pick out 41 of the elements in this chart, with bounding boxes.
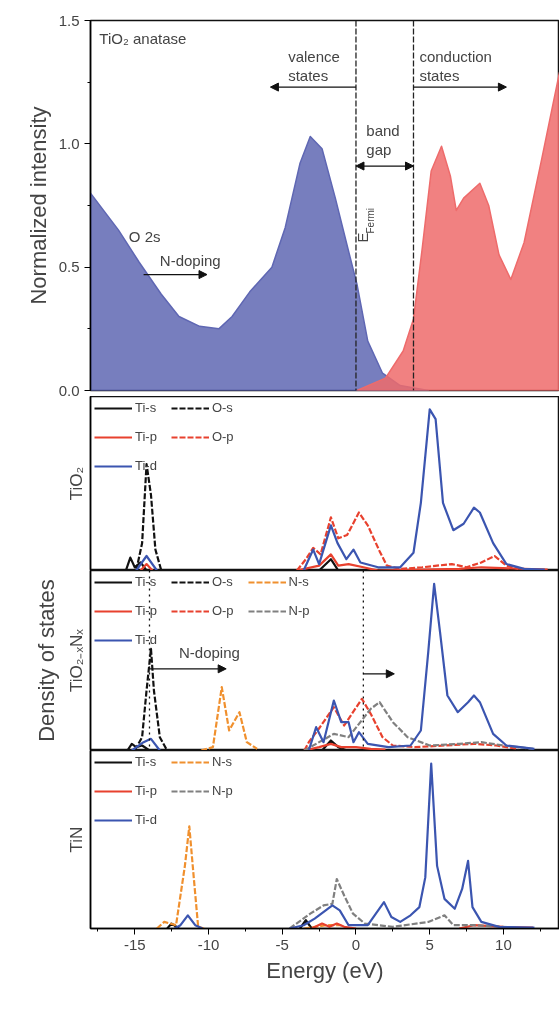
- annotation: band gap: [366, 121, 400, 159]
- legend-label: O-s: [211, 400, 233, 415]
- annotation: valence states: [288, 47, 340, 85]
- legend-label: O-s: [211, 574, 233, 589]
- annotation: N-doping: [178, 643, 240, 661]
- legend-label: Ti-d: [135, 458, 157, 473]
- legend-label: O-p: [211, 429, 234, 444]
- legend-label: Ti-p: [135, 429, 157, 444]
- annotation: EFermi: [354, 207, 377, 243]
- text: Density of states: [33, 579, 59, 742]
- x-tick-label: 5: [425, 935, 434, 953]
- annotation: N-doping: [159, 252, 221, 270]
- y-axis-title: TiO₂: [66, 466, 86, 501]
- x-tick-label: 10: [495, 935, 512, 953]
- x-axis-title: Energy (eV): [266, 957, 384, 983]
- legend-label: Ti-d: [135, 812, 157, 827]
- x-tick-label: 0: [351, 935, 361, 953]
- legend-label: O-p: [211, 603, 234, 618]
- legend-label: Ti-d: [135, 632, 157, 647]
- y-tick-label: 0.0: [58, 381, 80, 399]
- y-axis-title: TiO₂₋ₓNₓ: [66, 628, 86, 692]
- y-tick-label: 1.0: [58, 134, 80, 152]
- y-tick-label: 0.5: [58, 258, 80, 276]
- annotation: TiO₂ anatase: [99, 30, 187, 48]
- y-axis-title: Normalized intensity: [25, 106, 51, 305]
- x-tick-label: -15: [123, 935, 146, 953]
- annotation: O 2s: [128, 227, 161, 245]
- legend-label: N-p: [288, 603, 310, 618]
- legend-label: Ti-p: [135, 783, 157, 798]
- annotation: conduction states: [419, 47, 492, 85]
- x-tick-label: -10: [197, 935, 220, 953]
- y-tick-label: 1.5: [58, 11, 80, 29]
- legend-label: Ti-s: [135, 754, 157, 769]
- y-axis-title: TiN: [66, 826, 86, 853]
- legend-label: Ti-s: [135, 574, 157, 589]
- legend-label: Ti-p: [135, 603, 157, 618]
- legend-label: N-p: [211, 783, 233, 798]
- legend-label: N-s: [211, 754, 233, 769]
- x-tick-label: -5: [275, 935, 289, 953]
- legend-label: Ti-s: [135, 400, 157, 415]
- legend-label: N-s: [288, 574, 309, 589]
